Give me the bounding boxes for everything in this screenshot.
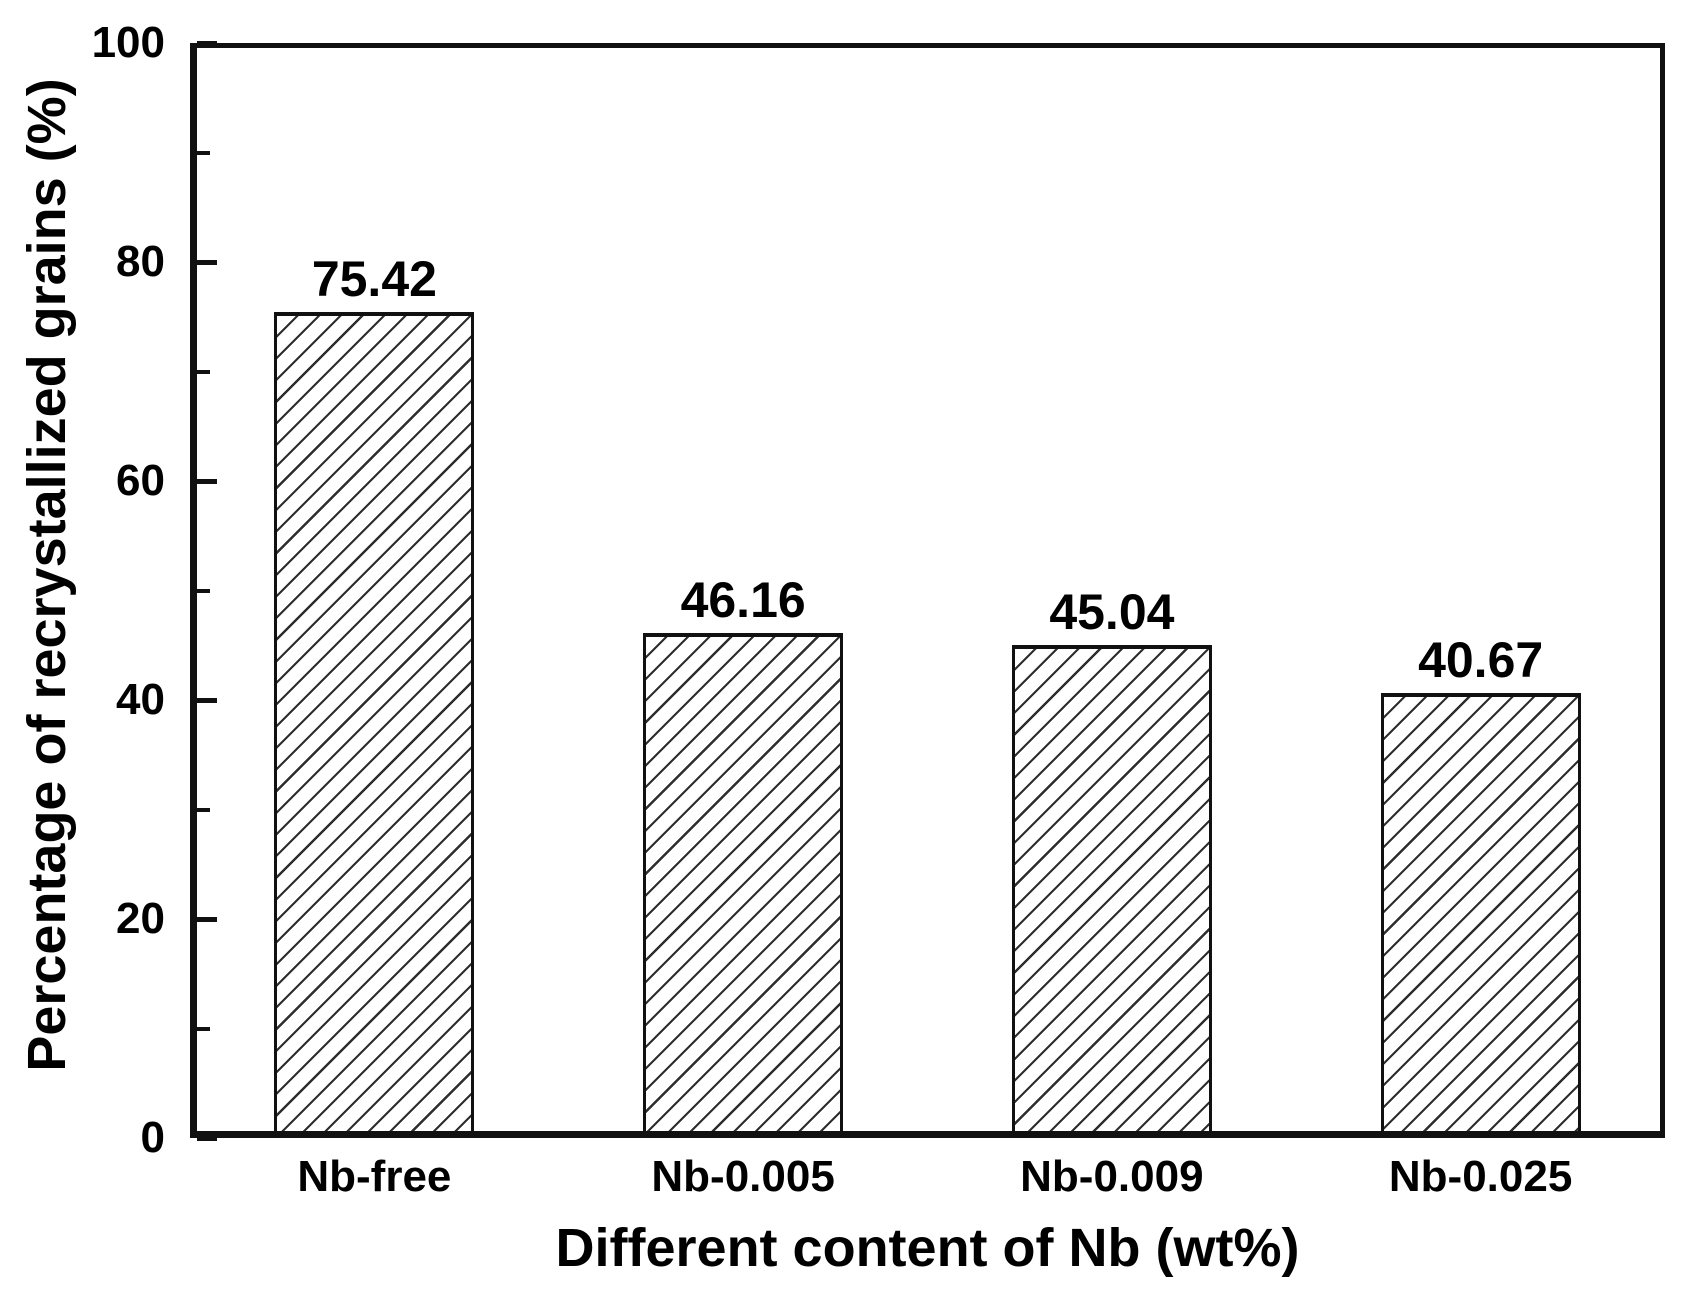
bar-Nb-free (274, 312, 475, 1138)
x-axis-title: Different content of Nb (wt%) (555, 1218, 1300, 1278)
bar-value-label: 45.04 (1049, 583, 1175, 640)
x-tick-label: Nb-0.009 (1020, 1152, 1204, 1201)
y-tick-label: 40 (116, 675, 165, 724)
y-tick-label: 20 (116, 894, 165, 943)
bar-value-label: 40.67 (1418, 631, 1544, 688)
y-major-tick (197, 40, 217, 46)
y-tick-label: 80 (116, 237, 165, 286)
y-tick-label: 100 (91, 18, 165, 67)
y-major-tick (197, 259, 217, 265)
bars-layer: 75.42 46.16 45.04 40.67 (190, 43, 1665, 1138)
y-tick-label: 0 (140, 1113, 165, 1162)
y-minor-tick (197, 150, 210, 155)
y-major-tick (197, 697, 217, 703)
x-axis-tick-labels: Nb-free Nb-0.005 Nb-0.009 Nb-0.025 (190, 1154, 1665, 1206)
x-tick-label: Nb-free (297, 1152, 452, 1201)
bar-value-label: 46.16 (680, 571, 806, 628)
bar-Nb-0.025 (1380, 692, 1581, 1138)
y-minor-tick (197, 588, 210, 593)
y-minor-tick (197, 807, 210, 812)
y-major-tick (197, 1135, 217, 1141)
plot-area: 75.42 46.16 45.04 40.67 (190, 40, 1665, 1141)
y-minor-tick (197, 1026, 210, 1031)
y-major-tick (197, 478, 217, 484)
bar-Nb-0.005 (643, 632, 844, 1138)
x-tick-label: Nb-0.005 (651, 1152, 835, 1201)
bar-value-label: 75.42 (311, 251, 437, 308)
x-tick-label: Nb-0.025 (1388, 1152, 1573, 1201)
y-major-tick (197, 916, 217, 922)
y-minor-tick (197, 369, 210, 374)
bar-Nb-0.009 (1011, 644, 1212, 1138)
y-axis-tick-labels: 0 20 40 60 80 100 (0, 21, 165, 1160)
y-tick-label: 60 (116, 456, 165, 505)
